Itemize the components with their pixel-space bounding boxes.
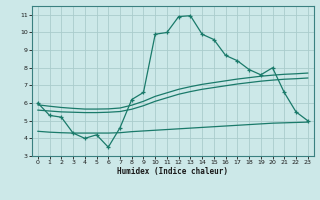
X-axis label: Humidex (Indice chaleur): Humidex (Indice chaleur) [117,167,228,176]
